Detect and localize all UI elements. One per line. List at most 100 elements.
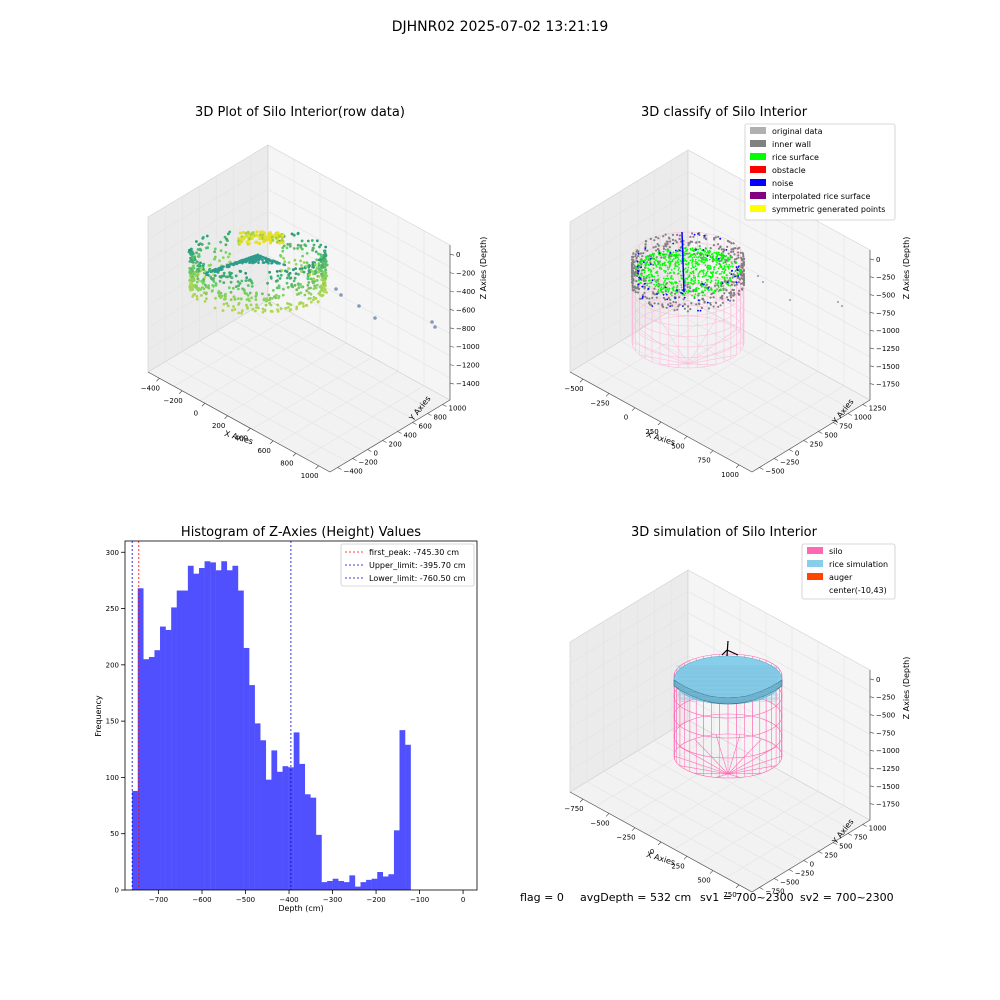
inner-wall-point xyxy=(729,299,732,302)
rice-surface-point xyxy=(652,267,655,270)
rice-surface-point xyxy=(683,268,686,271)
rice-surface-point xyxy=(666,266,669,269)
rice-surface-point xyxy=(640,260,643,263)
rice-surface-point xyxy=(648,276,651,279)
inner-wall-point xyxy=(687,242,690,245)
x-tick-label: 1000 xyxy=(721,471,739,479)
rice-surface-point xyxy=(647,274,649,277)
raw-point xyxy=(218,294,221,297)
rice-surface-point xyxy=(658,261,661,263)
y-tick-mark xyxy=(847,833,853,836)
raw-point xyxy=(282,287,285,291)
rice-surface-point xyxy=(687,290,690,293)
y-tick-mark xyxy=(803,860,808,863)
raw-point xyxy=(241,230,245,235)
rice-surface-point xyxy=(700,256,702,259)
inner-wall-point xyxy=(656,243,659,246)
raw-point xyxy=(321,261,324,265)
rice-surface-point xyxy=(715,264,718,266)
rice-surface-point xyxy=(646,261,648,264)
raw-point xyxy=(299,283,302,286)
raw-point xyxy=(294,262,298,266)
rice-surface-point xyxy=(694,278,697,280)
rice-surface-point xyxy=(647,269,650,272)
z-tick-mark xyxy=(869,383,875,385)
legend-swatch xyxy=(750,179,766,186)
rice-surface-point xyxy=(663,277,665,280)
inner-wall-point xyxy=(707,307,711,310)
inner-wall-point xyxy=(671,233,675,236)
grid-line xyxy=(621,748,741,821)
raw-point xyxy=(276,231,280,235)
x-tick-mark xyxy=(657,841,662,846)
inner-wall-point xyxy=(693,296,696,300)
raw-point xyxy=(227,255,230,259)
noise-point xyxy=(703,234,706,237)
rice-surface-point xyxy=(662,283,665,286)
rice-surface-point xyxy=(688,261,690,264)
raw-point xyxy=(195,297,199,301)
noise-point xyxy=(762,281,764,283)
rice-surface-point xyxy=(716,253,719,256)
x-tick-mark xyxy=(156,378,160,382)
inner-wall-point xyxy=(655,249,658,252)
raw-point xyxy=(222,281,226,284)
rice-surface-point xyxy=(666,275,669,277)
rice-surface-point xyxy=(690,290,693,293)
noise-point xyxy=(639,278,642,280)
rice-surface-point xyxy=(645,267,647,269)
rice-surface-point xyxy=(684,247,687,250)
rice-surface-point xyxy=(708,268,711,271)
raw-point xyxy=(324,276,327,280)
x-tick-label: 750 xyxy=(723,891,736,899)
rice-surface-point xyxy=(715,279,717,282)
rice-surface-point xyxy=(721,256,723,258)
histogram-bar xyxy=(210,562,216,890)
raw-point xyxy=(199,248,203,252)
rice-surface-point xyxy=(657,263,659,266)
raw-point xyxy=(294,267,297,270)
silo-wire xyxy=(639,354,689,365)
x-tick-label: 0 xyxy=(624,414,628,422)
noise-point xyxy=(674,297,676,300)
rice-surface-point xyxy=(697,248,700,251)
rice-surface-point xyxy=(688,252,691,255)
rice-surface-point xyxy=(653,262,656,264)
noise-point xyxy=(737,266,740,268)
raw-point xyxy=(197,243,201,247)
raw-point xyxy=(296,232,300,236)
rice-surface-point xyxy=(697,292,700,295)
raw-point xyxy=(254,309,257,313)
inner-wall-point xyxy=(684,284,687,287)
noise-point xyxy=(837,301,839,303)
raw-point xyxy=(309,300,313,304)
raw-point xyxy=(219,266,223,269)
inner-wall-point xyxy=(639,297,642,300)
raw-point xyxy=(305,289,309,293)
rice-surface-point xyxy=(692,270,695,272)
raw-point xyxy=(307,287,311,290)
raw-point xyxy=(293,283,297,287)
rice-surface-point xyxy=(710,267,712,269)
inner-wall-point xyxy=(657,302,660,305)
rice-surface-point xyxy=(694,260,697,263)
legend-label: symmetric generated points xyxy=(772,205,885,214)
inner-wall-point xyxy=(730,296,733,299)
raw-point xyxy=(205,271,208,275)
rice-surface-point xyxy=(685,260,688,262)
raw-point xyxy=(213,250,217,254)
rice-surface-point xyxy=(713,267,715,269)
noise-point xyxy=(706,301,709,304)
rice-surface-point xyxy=(658,284,661,287)
rice-surface-point xyxy=(726,282,728,285)
x-tick-mark xyxy=(315,465,319,469)
rice-surface-point xyxy=(727,256,729,259)
raw-point xyxy=(280,269,284,272)
raw-point xyxy=(250,256,254,259)
inner-wall-point xyxy=(674,292,677,295)
inner-wall-point xyxy=(742,279,745,282)
y-tick-mark xyxy=(803,440,808,443)
rice-surface-point xyxy=(723,276,726,279)
raw-point xyxy=(317,262,321,265)
rice-surface-point xyxy=(694,288,696,291)
